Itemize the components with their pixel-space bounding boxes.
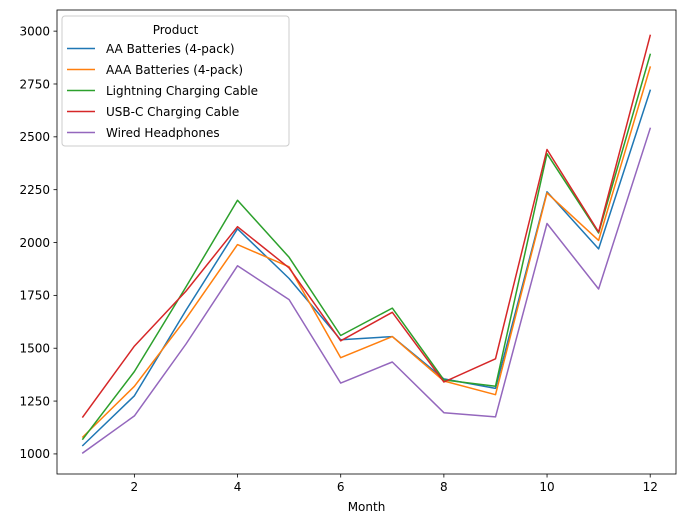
series-line-2 [81,66,652,439]
x-tick-label: 10 [539,480,554,494]
series-line-4 [81,34,652,418]
series-line-5 [81,127,652,454]
legend-label: USB-C Charging Cable [106,105,239,119]
y-tick-label: 1750 [19,289,50,303]
legend: Product AA Batteries (4-pack) AAA Batteri… [61,15,290,147]
y-tick-label: 1000 [19,447,50,461]
legend-items: AA Batteries (4-pack) AAA Batteries (4-pa… [67,42,258,140]
legend-box [61,15,290,147]
y-tick-label: 2750 [19,77,50,91]
y-axis-ticks: 1000 1250 1500 1750 2000 2250 2500 2750 3000 [19,24,57,461]
y-tick-label: 2000 [19,236,50,250]
legend-label: AA Batteries (4-pack) [106,42,235,56]
x-axis-ticks: 2 4 6 8 10 12 [131,474,658,494]
x-tick-label: 12 [643,480,658,494]
legend-label: Wired Headphones [106,126,220,140]
y-tick-label: 1500 [19,342,50,356]
y-tick-label: 3000 [19,24,50,38]
x-tick-label: 2 [131,480,139,494]
plot-frame [56,9,677,475]
x-axis-title: Month [348,500,386,514]
x-tick-label: 4 [234,480,242,494]
y-tick-label: 1250 [19,394,50,408]
x-tick-label: 6 [337,480,345,494]
x-tick-label: 8 [440,480,448,494]
y-tick-label: 2250 [19,183,50,197]
legend-label: AAA Batteries (4-pack) [106,63,243,77]
series-layer [81,34,652,454]
legend-title: Product [153,23,199,37]
legend-label: Lightning Charging Cable [106,84,258,98]
y-tick-label: 2500 [19,130,50,144]
